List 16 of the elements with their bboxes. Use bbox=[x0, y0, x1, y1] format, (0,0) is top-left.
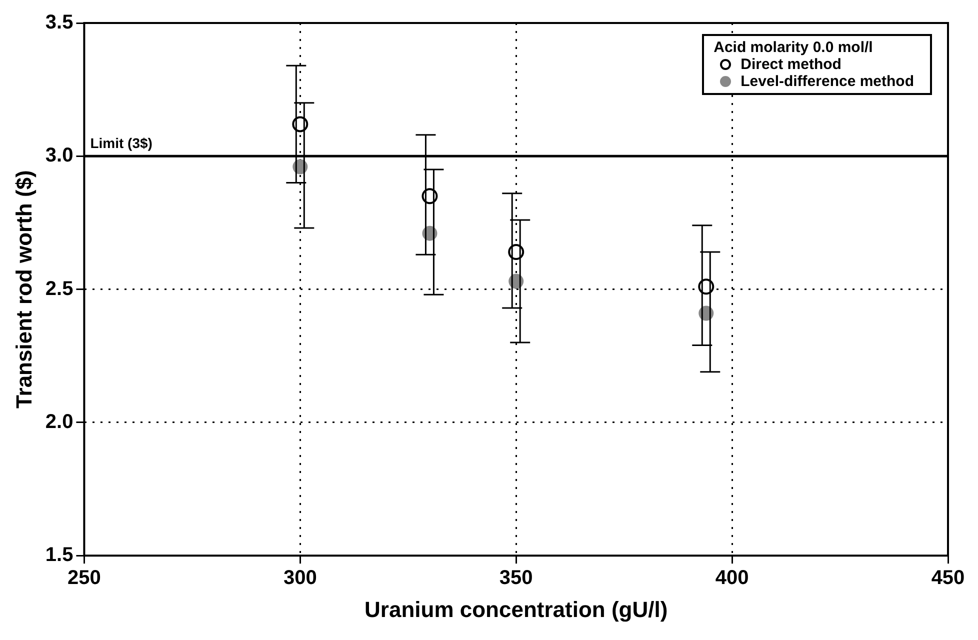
x-tick-label: 400 bbox=[715, 567, 749, 590]
legend-label: Level-difference method bbox=[740, 73, 914, 90]
x-tick-label: 250 bbox=[68, 567, 101, 590]
x-tick-label: 350 bbox=[499, 567, 533, 590]
ref-line-label: Limit (3$) bbox=[90, 135, 152, 152]
y-tick-label: 2.0 bbox=[45, 410, 74, 433]
y-tick-label: 3.0 bbox=[45, 144, 74, 167]
x-axis-title: Uranium concentration (gU/l) bbox=[364, 596, 668, 622]
y-tick-label: 2.5 bbox=[45, 278, 74, 300]
y-tick-label: 1.5 bbox=[45, 544, 74, 566]
x-tick-label: 300 bbox=[283, 567, 317, 590]
legend-title: Acid molarity 0.0 mol/l bbox=[714, 39, 874, 56]
y-axis-title: Transient rod worth ($) bbox=[11, 170, 36, 408]
y-tick-label: 3.5 bbox=[45, 12, 74, 34]
x-tick-label: 450 bbox=[931, 567, 965, 590]
legend-label: Direct method bbox=[740, 56, 842, 73]
